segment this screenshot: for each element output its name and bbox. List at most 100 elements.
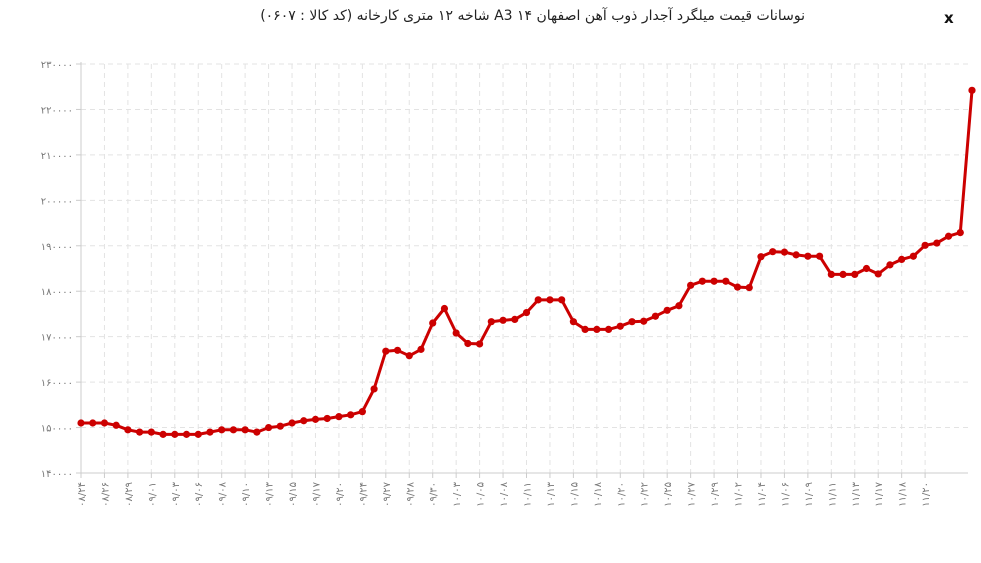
data-point[interactable]: [909, 252, 917, 260]
data-point[interactable]: [136, 428, 144, 436]
x-tick-label: ۰۹/۲۷: [382, 481, 393, 506]
close-button[interactable]: x: [944, 9, 954, 27]
data-point[interactable]: [757, 253, 765, 261]
data-point[interactable]: [241, 426, 249, 434]
data-point[interactable]: [722, 277, 730, 285]
data-point[interactable]: [593, 325, 601, 333]
x-tick-label: ۱۱/۰۲: [734, 482, 745, 507]
data-point[interactable]: [229, 426, 238, 434]
x-tick-label: ۰۹/۱۷: [311, 481, 322, 506]
x-tick-label: ۱۱/۱۷: [874, 481, 885, 506]
data-point[interactable]: [851, 270, 859, 279]
data-point[interactable]: [792, 251, 800, 259]
data-point[interactable]: [511, 315, 519, 323]
data-point[interactable]: [944, 232, 953, 240]
data-point[interactable]: [604, 325, 613, 333]
data-point[interactable]: [382, 347, 390, 355]
data-point[interactable]: [194, 430, 202, 438]
data-point[interactable]: [687, 281, 695, 289]
data-point[interactable]: [640, 317, 648, 325]
data-point[interactable]: [581, 325, 589, 333]
y-axis-ticks: ۱۴۰۰۰۰ ۱۵۰۰۰۰ ۱۶۰۰۰۰ ۱۷۰۰۰۰ ۱۸۰۰۰۰ ۱۹۰۰۰۰ ۲۰۰۰…: [41, 60, 81, 480]
data-point[interactable]: [405, 352, 413, 360]
data-point[interactable]: [616, 322, 624, 330]
data-point[interactable]: [522, 308, 531, 317]
data-point[interactable]: [159, 430, 167, 438]
x-tick-label: ۱۱/۱۸: [898, 481, 909, 506]
data-point[interactable]: [417, 345, 425, 353]
data-point[interactable]: [815, 252, 824, 260]
data-point[interactable]: [780, 248, 789, 256]
data-point[interactable]: [862, 264, 871, 273]
x-tick-label: ۱۱/۰۴: [757, 482, 768, 507]
data-point[interactable]: [804, 252, 812, 260]
y-tick-label: ۲۰۰۰۰۰: [41, 196, 73, 207]
data-point[interactable]: [253, 428, 261, 436]
data-point[interactable]: [651, 312, 660, 320]
data-point[interactable]: [124, 426, 132, 434]
data-point[interactable]: [440, 304, 449, 313]
data-point[interactable]: [569, 318, 577, 326]
data-point[interactable]: [335, 413, 343, 421]
x-tick-label: ۱۰/۲۹: [710, 482, 721, 507]
data-point[interactable]: [534, 296, 542, 304]
data-point[interactable]: [499, 316, 507, 324]
chart-title: نوسانات قیمت میلگرد آجدار ذوب آهن اصفهان…: [260, 8, 805, 24]
data-point[interactable]: [710, 277, 718, 285]
y-tick-label: ۱۹۰۰۰۰: [41, 242, 73, 253]
data-point[interactable]: [112, 421, 120, 429]
data-point[interactable]: [100, 419, 109, 427]
data-point[interactable]: [89, 419, 97, 427]
data-point[interactable]: [311, 415, 320, 423]
data-point[interactable]: [968, 86, 976, 94]
y-tick-label: ۱۸۰۰۰۰: [41, 287, 73, 298]
x-tick-label: ۰۹/۱۵: [288, 482, 299, 507]
data-point[interactable]: [886, 261, 894, 269]
y-tick-label: ۱۷۰۰۰۰: [41, 333, 73, 344]
x-tick-label: ۱۱/۱۱: [827, 482, 838, 507]
data-point[interactable]: [452, 329, 460, 337]
data-point[interactable]: [698, 277, 706, 285]
data-point[interactable]: [933, 239, 941, 247]
data-point[interactable]: [323, 414, 331, 423]
data-point[interactable]: [429, 319, 437, 327]
data-point[interactable]: [147, 428, 155, 436]
data-point[interactable]: [956, 228, 964, 237]
data-point[interactable]: [628, 318, 636, 326]
data-point[interactable]: [464, 339, 472, 348]
data-point[interactable]: [393, 346, 402, 354]
data-point[interactable]: [358, 408, 366, 416]
price-series: [77, 86, 976, 438]
data-point[interactable]: [745, 283, 753, 292]
x-tick-label: ۰۹/۱۳: [265, 481, 276, 506]
data-point[interactable]: [300, 417, 308, 425]
data-point[interactable]: [370, 385, 378, 393]
data-point[interactable]: [476, 340, 484, 348]
x-tick-label: ۱۰/۰۳: [452, 481, 463, 506]
data-point[interactable]: [546, 296, 554, 304]
data-point[interactable]: [558, 296, 566, 304]
data-point[interactable]: [182, 430, 191, 438]
data-point[interactable]: [77, 419, 85, 427]
data-point[interactable]: [839, 270, 847, 279]
data-point[interactable]: [675, 302, 683, 310]
data-point[interactable]: [733, 283, 742, 291]
data-point[interactable]: [206, 428, 214, 436]
data-point[interactable]: [827, 270, 835, 279]
data-point[interactable]: [347, 411, 355, 419]
data-point[interactable]: [769, 248, 777, 256]
data-point[interactable]: [921, 241, 929, 249]
data-point[interactable]: [874, 270, 882, 278]
data-point[interactable]: [663, 306, 671, 314]
data-point[interactable]: [487, 318, 495, 326]
data-point[interactable]: [218, 426, 226, 434]
data-point[interactable]: [898, 255, 906, 264]
data-point[interactable]: [276, 422, 284, 430]
data-point[interactable]: [171, 430, 179, 438]
data-point[interactable]: [264, 423, 273, 432]
y-tick-label: ۱۵۰۰۰۰: [41, 424, 73, 435]
data-point[interactable]: [288, 419, 296, 427]
x-tick-label: ۱۰/۰۵: [476, 482, 487, 507]
x-tick-label: ۱۱/۱۳: [851, 481, 862, 506]
